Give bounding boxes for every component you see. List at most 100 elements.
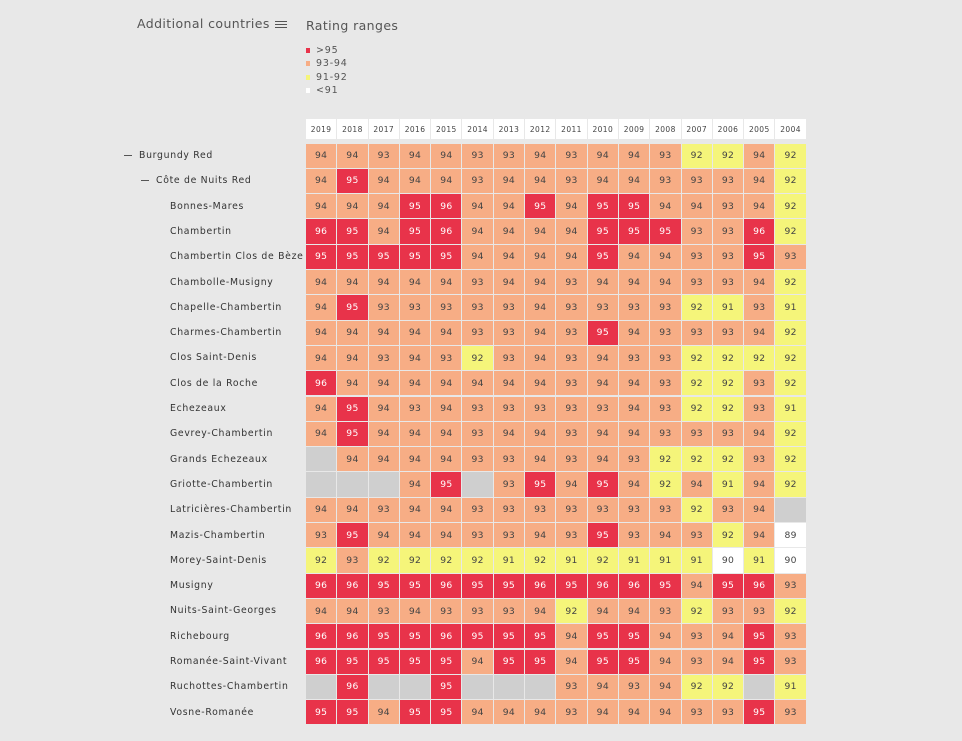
heatmap-cell[interactable]: 91	[775, 674, 806, 700]
heatmap-cell[interactable]: 93	[556, 143, 587, 168]
heatmap-cell[interactable]: 94	[306, 295, 337, 320]
heatmap-cell[interactable]: 92	[775, 194, 806, 219]
heatmap-cell[interactable]: 95	[431, 700, 462, 725]
heatmap-cell[interactable]: 92	[712, 674, 744, 700]
heatmap-cell[interactable]: 92	[368, 548, 399, 573]
heatmap-cell[interactable]: 93	[744, 598, 775, 624]
heatmap-cell[interactable]: 94	[368, 168, 399, 194]
heatmap-cell[interactable]: 94	[399, 320, 431, 345]
heatmap-cell[interactable]: 94	[399, 371, 431, 396]
heatmap-cell[interactable]: 92	[681, 345, 712, 371]
heatmap-cell[interactable]: 93	[650, 143, 681, 168]
heatmap-cell[interactable]: 95	[587, 219, 618, 244]
heatmap-cell[interactable]: 95	[493, 649, 525, 674]
heatmap-cell[interactable]: 91	[775, 396, 806, 421]
heatmap-cell[interactable]: 94	[744, 497, 775, 522]
heatmap-cell[interactable]: 93	[368, 345, 399, 371]
heatmap-cell[interactable]: 93	[681, 270, 712, 295]
heatmap-cell[interactable]: 95	[556, 573, 587, 598]
heatmap-cell[interactable]: 96	[337, 624, 368, 649]
heatmap-cell[interactable]: 94	[431, 447, 462, 472]
heatmap-cell[interactable]: 94	[306, 270, 337, 295]
row-label[interactable]: Burgundy Red	[124, 144, 213, 168]
heatmap-cell[interactable]	[775, 497, 806, 522]
heatmap-cell[interactable]: 94	[399, 598, 431, 624]
heatmap-cell[interactable]: 95	[337, 219, 368, 244]
heatmap-cell[interactable]: 93	[712, 270, 744, 295]
heatmap-cell[interactable]: 94	[493, 168, 525, 194]
heatmap-cell[interactable]: 93	[712, 194, 744, 219]
heatmap-cell[interactable]: 94	[525, 168, 556, 194]
heatmap-cell[interactable]: 94	[650, 244, 681, 269]
heatmap-cell[interactable]: 94	[587, 270, 618, 295]
menu-icon[interactable]	[274, 20, 287, 29]
heatmap-cell[interactable]: 95	[525, 194, 556, 219]
heatmap-cell[interactable]: 94	[368, 194, 399, 219]
heatmap-cell[interactable]: 96	[306, 371, 337, 396]
heatmap-cell[interactable]: 94	[618, 396, 650, 421]
heatmap-cell[interactable]: 94	[306, 497, 337, 522]
heatmap-cell[interactable]: 94	[337, 371, 368, 396]
heatmap-cell[interactable]: 95	[368, 573, 399, 598]
heatmap-cell[interactable]: 95	[744, 244, 775, 269]
heatmap-cell[interactable]: 93	[462, 396, 493, 421]
heatmap-cell[interactable]: 93	[399, 396, 431, 421]
heatmap-cell[interactable]: 92	[775, 472, 806, 497]
heatmap-cell[interactable]: 94	[618, 700, 650, 725]
heatmap-cell[interactable]: 94	[493, 270, 525, 295]
heatmap-cell[interactable]: 95	[744, 700, 775, 725]
heatmap-cell[interactable]: 91	[556, 548, 587, 573]
heatmap-cell[interactable]: 90	[775, 548, 806, 573]
heatmap-cell[interactable]: 95	[462, 624, 493, 649]
heatmap-cell[interactable]: 95	[744, 649, 775, 674]
heatmap-cell[interactable]: 94	[525, 523, 556, 548]
heatmap-cell[interactable]: 94	[744, 421, 775, 447]
heatmap-cell[interactable]: 92	[556, 598, 587, 624]
heatmap-cell[interactable]: 92	[681, 143, 712, 168]
additional-countries-toggle[interactable]: Additional countries	[137, 16, 287, 31]
heatmap-cell[interactable]: 94	[650, 270, 681, 295]
heatmap-cell[interactable]: 93	[556, 523, 587, 548]
heatmap-cell[interactable]: 94	[587, 674, 618, 700]
heatmap-cell[interactable]: 92	[681, 371, 712, 396]
heatmap-cell[interactable]	[306, 674, 337, 700]
heatmap-cell[interactable]: 94	[337, 320, 368, 345]
heatmap-cell[interactable]: 94	[306, 598, 337, 624]
heatmap-cell[interactable]: 94	[306, 396, 337, 421]
heatmap-cell[interactable]: 92	[681, 598, 712, 624]
heatmap-cell[interactable]: 94	[525, 371, 556, 396]
heatmap-cell[interactable]: 94	[525, 598, 556, 624]
heatmap-cell[interactable]: 93	[744, 295, 775, 320]
heatmap-cell[interactable]: 91	[712, 295, 744, 320]
heatmap-cell[interactable]: 94	[744, 168, 775, 194]
heatmap-cell[interactable]: 94	[525, 447, 556, 472]
heatmap-cell[interactable]: 92	[775, 371, 806, 396]
heatmap-cell[interactable]: 95	[587, 649, 618, 674]
heatmap-cell[interactable]: 95	[306, 700, 337, 725]
heatmap-cell[interactable]: 95	[337, 700, 368, 725]
heatmap-cell[interactable]: 95	[587, 472, 618, 497]
heatmap-cell[interactable]: 92	[775, 447, 806, 472]
heatmap-cell[interactable]: 92	[775, 143, 806, 168]
heatmap-cell[interactable]: 95	[431, 674, 462, 700]
heatmap-cell[interactable]: 93	[493, 143, 525, 168]
heatmap-cell[interactable]: 96	[587, 573, 618, 598]
heatmap-cell[interactable]: 96	[306, 573, 337, 598]
heatmap-cell[interactable]: 95	[399, 624, 431, 649]
heatmap-cell[interactable]: 91	[650, 548, 681, 573]
heatmap-cell[interactable]: 95	[650, 573, 681, 598]
heatmap-cell[interactable]: 94	[587, 143, 618, 168]
heatmap-cell[interactable]	[368, 674, 399, 700]
heatmap-cell[interactable]: 92	[775, 270, 806, 295]
heatmap-cell[interactable]: 95	[462, 573, 493, 598]
heatmap-cell[interactable]: 94	[587, 447, 618, 472]
heatmap-cell[interactable]: 95	[368, 624, 399, 649]
heatmap-cell[interactable]: 94	[306, 345, 337, 371]
heatmap-cell[interactable]: 91	[493, 548, 525, 573]
heatmap-cell[interactable]: 92	[775, 598, 806, 624]
heatmap-cell[interactable]: 96	[431, 219, 462, 244]
heatmap-cell[interactable]: 91	[775, 295, 806, 320]
heatmap-cell[interactable]: 93	[556, 371, 587, 396]
heatmap-cell[interactable]: 93	[681, 523, 712, 548]
heatmap-cell[interactable]: 94	[525, 700, 556, 725]
